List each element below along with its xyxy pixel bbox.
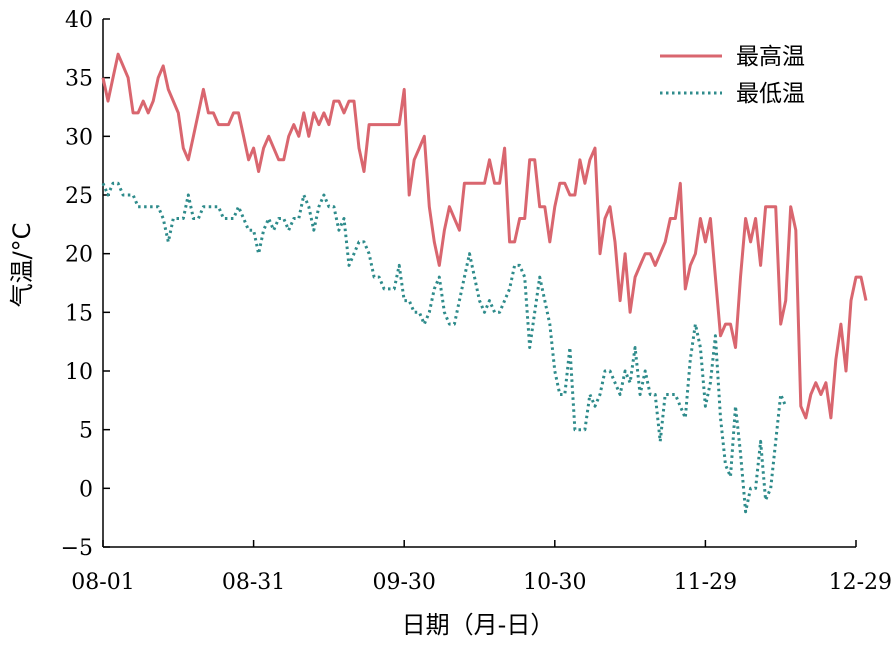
legend-label: 最高温 — [736, 44, 805, 70]
x-tick-label: 08-01 — [71, 570, 134, 595]
series-line-min-temp — [101, 181, 788, 514]
y-tick-label: 5 — [79, 419, 93, 444]
y-tick-label: 25 — [65, 184, 93, 209]
y-axis-title: 气温/°C — [8, 223, 36, 308]
x-tick-label: 11-29 — [674, 570, 737, 595]
x-tick-label: 09-30 — [372, 570, 435, 595]
y-tick-label: 30 — [65, 125, 93, 150]
x-tick-label: 12-29 — [829, 570, 892, 595]
y-tick-label: 0 — [79, 477, 93, 502]
x-tick-label: 08-31 — [222, 570, 285, 595]
axes: −5 0 5 10 15 20 25 30 35 40 08-01 08-31 09-30 10-30 11… — [61, 8, 892, 595]
series-line-max-temp — [101, 52, 868, 420]
series-layer — [101, 52, 868, 514]
x-tick-label: 10-30 — [523, 570, 586, 595]
y-tick-label: 40 — [65, 8, 93, 33]
y-tick-label: 20 — [65, 243, 93, 268]
y-tick-label: 35 — [65, 67, 93, 92]
x-axis-title: 日期（月-日） — [402, 611, 555, 639]
y-tick-label: 10 — [65, 360, 93, 385]
legend-label: 最低温 — [736, 81, 805, 107]
y-tick-label: 15 — [65, 301, 93, 326]
y-tick-label: −5 — [61, 536, 93, 561]
